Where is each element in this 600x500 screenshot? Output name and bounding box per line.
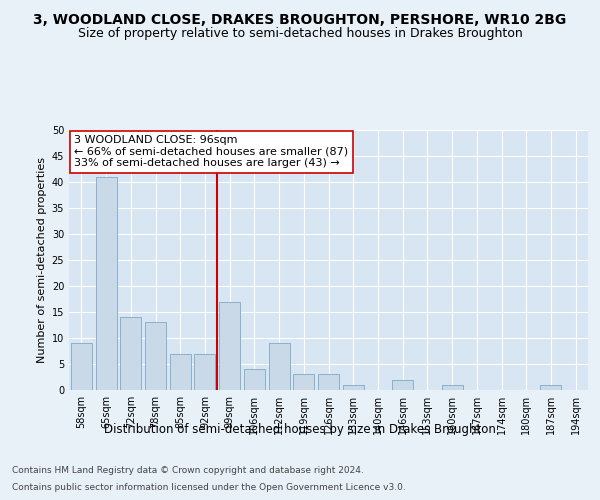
Text: Contains HM Land Registry data © Crown copyright and database right 2024.: Contains HM Land Registry data © Crown c… [12, 466, 364, 475]
Bar [145, 322, 166, 390]
Bar [71, 343, 92, 390]
Bar [442, 385, 463, 390]
Bar [392, 380, 413, 390]
Bar [318, 374, 339, 390]
Text: 3, WOODLAND CLOSE, DRAKES BROUGHTON, PERSHORE, WR10 2BG: 3, WOODLAND CLOSE, DRAKES BROUGHTON, PER… [34, 12, 566, 26]
Text: Distribution of semi-detached houses by size in Drakes Broughton: Distribution of semi-detached houses by … [104, 422, 496, 436]
Bar [269, 343, 290, 390]
Text: Size of property relative to semi-detached houses in Drakes Broughton: Size of property relative to semi-detach… [77, 28, 523, 40]
Bar [170, 354, 191, 390]
Bar [95, 177, 116, 390]
Text: 3 WOODLAND CLOSE: 96sqm
← 66% of semi-detached houses are smaller (87)
33% of se: 3 WOODLAND CLOSE: 96sqm ← 66% of semi-de… [74, 135, 349, 168]
Bar [293, 374, 314, 390]
Text: Contains public sector information licensed under the Open Government Licence v3: Contains public sector information licen… [12, 482, 406, 492]
Bar [219, 302, 240, 390]
Bar [343, 385, 364, 390]
Y-axis label: Number of semi-detached properties: Number of semi-detached properties [37, 157, 47, 363]
Bar [120, 317, 141, 390]
Bar [194, 354, 215, 390]
Bar [244, 369, 265, 390]
Bar [541, 385, 562, 390]
